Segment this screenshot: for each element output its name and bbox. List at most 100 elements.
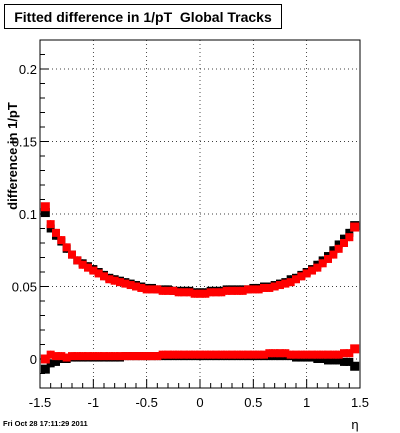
y-axis-label: difference in 1/pT <box>5 102 20 210</box>
data-point <box>190 350 199 359</box>
data-point <box>345 233 354 242</box>
data-point <box>132 352 140 361</box>
data-point <box>318 355 327 363</box>
x-tick-label: 0.5 <box>244 395 262 410</box>
data-point <box>158 350 167 359</box>
data-point <box>270 282 279 291</box>
data-point <box>196 289 204 298</box>
data-point <box>46 350 55 359</box>
data-point <box>196 350 204 359</box>
data-point <box>52 357 60 366</box>
data-point <box>46 224 55 233</box>
data-point <box>116 278 124 287</box>
data-point <box>100 272 108 281</box>
data-point <box>89 352 98 361</box>
data-point <box>158 286 167 295</box>
data-point <box>233 350 242 359</box>
data-point <box>292 275 300 284</box>
data-point <box>137 283 146 292</box>
data-point <box>313 355 322 363</box>
data-point <box>228 350 236 359</box>
data-point <box>233 286 242 295</box>
data-point <box>265 349 274 358</box>
data-point <box>62 243 71 252</box>
data-point <box>324 350 332 359</box>
data-point <box>40 354 50 364</box>
data-point <box>73 256 82 265</box>
data-point <box>57 236 66 245</box>
x-tick-label: 1 <box>303 395 310 410</box>
data-point <box>249 350 258 359</box>
data-point <box>185 288 194 297</box>
data-point <box>324 356 332 365</box>
data-point <box>212 350 220 359</box>
data-point <box>276 349 284 358</box>
data-point <box>94 352 103 361</box>
data-point <box>40 202 50 212</box>
y-tick-label: 0.2 <box>19 62 37 77</box>
data-point <box>169 286 178 295</box>
data-point <box>308 266 316 275</box>
data-point <box>185 350 194 359</box>
x-tick-label: 1.5 <box>351 395 369 410</box>
data-point <box>276 281 284 290</box>
data-point <box>334 240 343 249</box>
data-point <box>132 282 140 291</box>
data-point <box>84 263 92 272</box>
data-point <box>94 269 103 278</box>
data-point <box>318 350 327 359</box>
data-point <box>345 349 354 358</box>
data-point <box>260 283 268 292</box>
data-point <box>292 350 300 359</box>
data-point <box>78 352 87 361</box>
chart-title: Fitted difference in 1/pT Global Tracks <box>4 4 282 29</box>
y-tick-label: 0.15 <box>12 135 37 150</box>
data-point <box>329 350 338 359</box>
data-point <box>142 352 151 361</box>
data-point <box>217 350 226 359</box>
data-point <box>116 352 124 361</box>
data-point <box>164 350 172 359</box>
tick-layer: -1.5 -1 -0.5 0 0.5 1 1.5 0 0.05 0.1 0.15 0.2 <box>12 39 369 410</box>
data-point <box>350 344 360 354</box>
data-point <box>244 350 252 359</box>
data-point <box>254 350 263 359</box>
data-point <box>345 228 354 237</box>
data-point <box>286 350 295 359</box>
x-axis-label: η <box>351 417 358 432</box>
x-tick-label: -1.5 <box>29 395 51 410</box>
data-point <box>244 285 252 294</box>
data-point <box>78 260 87 269</box>
data-point <box>62 353 71 362</box>
series-red <box>40 202 360 364</box>
data-point <box>110 352 119 361</box>
data-point <box>126 281 135 290</box>
data-point <box>201 289 210 298</box>
data-point <box>270 349 279 358</box>
data-point <box>40 364 50 374</box>
data-point <box>340 349 348 358</box>
data-point <box>238 286 247 295</box>
data-point <box>265 283 274 292</box>
data-point <box>302 350 311 359</box>
series-layer <box>40 202 360 374</box>
data-point <box>52 352 60 361</box>
data-point <box>153 285 162 294</box>
data-point <box>281 349 290 358</box>
x-tick-label: -1 <box>88 395 100 410</box>
data-point <box>313 350 322 359</box>
data-point <box>110 276 119 285</box>
data-point <box>142 285 151 294</box>
data-point <box>212 288 220 297</box>
data-point <box>148 352 156 361</box>
data-point <box>206 350 215 359</box>
x-tick-label: 0 <box>196 395 203 410</box>
data-point <box>260 350 268 359</box>
data-point <box>68 352 76 361</box>
data-point <box>334 356 343 365</box>
data-point <box>334 244 343 253</box>
data-point <box>57 352 66 361</box>
data-point <box>249 285 258 294</box>
data-point <box>126 352 135 361</box>
